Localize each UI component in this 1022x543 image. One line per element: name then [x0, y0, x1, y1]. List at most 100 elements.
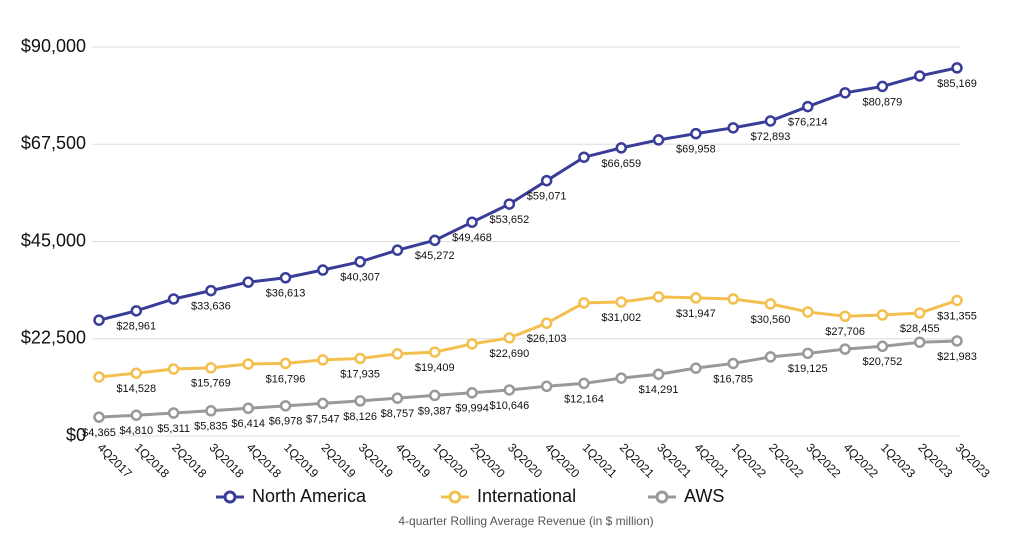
- point: [503, 198, 516, 210]
- value-label: $36,613: [266, 288, 306, 300]
- value-label: $19,125: [788, 363, 828, 375]
- point: [242, 276, 254, 288]
- value-label: $19,409: [415, 362, 455, 374]
- value-label: $10,646: [489, 400, 529, 412]
- value-label: $28,961: [116, 321, 156, 333]
- caption: 4-quarter Rolling Average Revenue (in $ …: [398, 514, 653, 528]
- value-label: $45,272: [415, 250, 455, 262]
- point: [205, 405, 217, 417]
- value-label: $26,103: [527, 333, 567, 345]
- legend-label: International: [477, 486, 576, 506]
- value-label: $7,547: [306, 413, 340, 425]
- point: [951, 294, 963, 307]
- value-label: $72,893: [751, 131, 791, 143]
- point: [913, 307, 926, 319]
- x-tick-label: 3Q2020: [505, 440, 545, 480]
- y-tick-label: $0: [66, 425, 86, 445]
- point: [503, 332, 516, 344]
- x-tick-label: 1Q2023: [878, 440, 918, 480]
- value-label: $20,752: [863, 356, 903, 368]
- point: [242, 402, 254, 415]
- x-tick-label: 1Q2019: [281, 440, 321, 480]
- value-label: $8,126: [343, 411, 377, 423]
- point: [615, 296, 628, 308]
- point: [876, 80, 889, 93]
- point: [764, 351, 777, 363]
- point: [205, 284, 217, 297]
- legend-marker: [448, 490, 462, 504]
- value-label: $31,355: [937, 310, 977, 322]
- x-tick-label: 4Q2017: [95, 440, 135, 480]
- point: [130, 305, 143, 317]
- value-label: $17,935: [340, 368, 380, 380]
- x-tick-label: 2Q2023: [915, 440, 955, 480]
- value-label: $9,387: [418, 405, 452, 417]
- series-line: [98, 295, 958, 379]
- point: [428, 389, 441, 402]
- point: [951, 62, 963, 74]
- point: [354, 256, 366, 268]
- value-label: $5,311: [157, 423, 190, 435]
- point: [690, 127, 702, 140]
- point: [764, 298, 777, 310]
- value-label: $49,468: [452, 232, 492, 244]
- point: [242, 358, 254, 370]
- value-label: $40,307: [340, 272, 380, 284]
- x-tick-label: 4Q2022: [841, 440, 881, 480]
- legend-marker: [655, 490, 669, 504]
- point: [540, 317, 553, 329]
- legend-marker: [223, 490, 237, 504]
- x-tick-label: 1Q2020: [430, 440, 470, 480]
- point: [578, 297, 590, 309]
- value-label: $4,365: [82, 427, 116, 439]
- series-line: [98, 66, 958, 322]
- series-line: [98, 339, 958, 419]
- value-label: $16,785: [713, 373, 753, 385]
- value-label: $15,769: [191, 378, 231, 390]
- x-tick-label: 2Q2019: [318, 440, 358, 480]
- point: [279, 272, 292, 284]
- x-tick-label: 2Q2020: [468, 440, 508, 480]
- point: [391, 244, 404, 256]
- point: [540, 380, 553, 393]
- value-label: $9,994: [455, 403, 489, 415]
- y-tick-label: $67,500: [21, 133, 86, 153]
- point: [317, 397, 329, 410]
- point: [839, 87, 851, 99]
- point: [354, 352, 366, 365]
- value-label: $33,636: [191, 301, 231, 313]
- point: [652, 368, 665, 380]
- y-tick-label: $90,000: [21, 36, 86, 56]
- legend-label: AWS: [684, 486, 724, 506]
- point: [317, 354, 329, 366]
- value-label: $27,706: [825, 326, 865, 338]
- point: [727, 357, 739, 370]
- x-tick-label: 4Q2020: [542, 440, 582, 480]
- point: [130, 409, 143, 421]
- x-tick-label: 2Q2018: [169, 440, 209, 480]
- value-label: $8,757: [381, 408, 415, 420]
- point: [167, 407, 180, 419]
- value-label: $30,560: [751, 314, 791, 326]
- value-label: $66,659: [601, 158, 641, 170]
- point: [802, 100, 814, 113]
- x-tick-label: 4Q2019: [393, 440, 433, 480]
- point: [354, 395, 366, 407]
- point: [205, 362, 217, 374]
- value-label: $14,528: [116, 383, 156, 395]
- x-tick-label: 1Q2022: [729, 440, 769, 480]
- value-label: $80,879: [863, 96, 903, 108]
- value-label: $5,835: [194, 421, 228, 433]
- value-label: $21,983: [937, 351, 977, 363]
- point: [690, 362, 702, 374]
- point: [652, 134, 665, 146]
- value-label: $4,810: [119, 425, 153, 437]
- value-label: $31,947: [676, 308, 716, 320]
- point: [802, 306, 814, 318]
- point: [428, 346, 441, 358]
- point: [391, 348, 404, 360]
- x-tick-label: 3Q2018: [207, 440, 247, 480]
- legend-label: North America: [252, 486, 367, 506]
- point: [652, 291, 665, 303]
- point: [466, 387, 478, 399]
